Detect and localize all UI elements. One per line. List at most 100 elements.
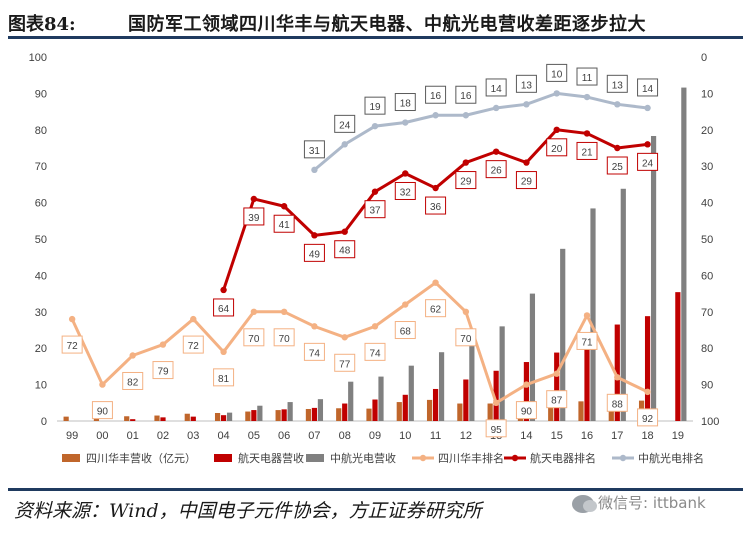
source-text: 资料来源：Wind，中国电子元件协会，方正证券研究所 — [14, 500, 482, 522]
legend-swatch-dot — [419, 454, 427, 462]
data-label-box — [515, 401, 537, 420]
series-point — [99, 381, 106, 388]
y-left-tick-label: 40 — [35, 270, 47, 282]
data-label: 64 — [218, 304, 230, 315]
data-label: 14 — [642, 84, 654, 95]
y-left-tick-label: 60 — [35, 198, 47, 210]
data-label: 77 — [339, 359, 351, 370]
x-tick-label: 06 — [278, 430, 290, 442]
data-label-box — [334, 353, 356, 372]
data-label: 29 — [460, 177, 472, 188]
data-label: 19 — [369, 102, 381, 113]
data-label: 70 — [460, 334, 472, 345]
bar — [438, 352, 445, 421]
series-point — [462, 112, 470, 119]
data-label-box — [243, 328, 265, 347]
bar — [681, 87, 687, 422]
data-label-box — [364, 200, 386, 219]
series-point — [371, 323, 379, 330]
series-point — [159, 341, 167, 348]
data-label-box — [455, 85, 477, 104]
data-label: 21 — [581, 147, 593, 158]
data-label-box — [637, 408, 659, 427]
data-label: 24 — [339, 120, 351, 131]
data-label: 24 — [642, 158, 654, 169]
data-label-box — [394, 181, 416, 200]
data-label-box — [394, 321, 416, 340]
y-right-tick-label: 90 — [701, 380, 713, 392]
bar — [432, 388, 439, 421]
data-label: 41 — [279, 220, 291, 231]
data-label: 62 — [430, 305, 442, 316]
series-point — [614, 144, 621, 152]
legend-label: 航天电器排名 — [530, 451, 596, 465]
data-label: 81 — [218, 374, 230, 385]
series-point — [432, 112, 439, 119]
bar — [220, 415, 227, 421]
series-point — [190, 315, 197, 323]
figure-label: 图表84: — [8, 14, 76, 35]
series-point — [583, 130, 591, 137]
x-tick-label: 07 — [308, 430, 320, 442]
data-label: 20 — [551, 144, 563, 155]
bar — [160, 417, 166, 421]
y-left-tick-label: 10 — [35, 380, 47, 392]
data-label-box — [213, 298, 235, 317]
x-tick-label: 00 — [96, 430, 108, 442]
series-point — [68, 315, 76, 323]
series-point — [492, 148, 500, 155]
data-label: 25 — [612, 162, 624, 173]
series-point — [311, 232, 318, 239]
y-right-tick-label: 60 — [701, 270, 713, 282]
x-tick-label: 01 — [127, 430, 139, 442]
series-point — [583, 312, 591, 319]
data-label-box — [273, 214, 295, 233]
data-label: 72 — [67, 341, 79, 352]
bar — [548, 401, 554, 421]
series-point — [644, 104, 651, 112]
data-label: 74 — [369, 348, 381, 359]
legend-swatch-dot — [619, 454, 627, 462]
data-label: 92 — [642, 414, 654, 425]
data-label-box — [243, 207, 265, 226]
legend-label: 中航光电营收 — [330, 451, 396, 465]
bar — [620, 188, 626, 421]
data-label-box — [576, 141, 598, 160]
series-point — [462, 308, 470, 315]
x-tick-label: 99 — [66, 430, 78, 442]
bar — [426, 399, 433, 421]
bar — [560, 248, 566, 421]
data-label: 90 — [521, 407, 533, 418]
data-label-box — [515, 171, 537, 190]
x-tick-label: 15 — [551, 430, 563, 442]
bar — [378, 376, 384, 421]
x-tick-label: 09 — [369, 430, 381, 442]
series-point — [492, 399, 500, 406]
series-point — [129, 352, 136, 359]
figure-title: 国防军工领域四川华丰与航天电器、中航光电营收差距逐步拉大 — [128, 14, 646, 35]
data-label-box — [182, 335, 204, 354]
bar — [317, 399, 324, 421]
legend-label: 航天电器营收 — [238, 451, 304, 465]
x-tick-label: 05 — [248, 430, 260, 442]
y-left-tick-label: 30 — [35, 307, 47, 319]
data-label-box — [273, 328, 295, 347]
watermark: 微信号: ittbank — [572, 492, 706, 513]
data-label: 13 — [521, 80, 533, 91]
series-point — [311, 166, 318, 174]
bar — [366, 408, 372, 421]
bar — [311, 407, 318, 421]
x-tick-label: 16 — [581, 430, 593, 442]
data-label-box — [364, 342, 386, 361]
data-label-box — [546, 63, 568, 82]
y-left-tick-label: 100 — [29, 52, 47, 64]
bar — [336, 408, 342, 421]
x-tick-label: 18 — [641, 430, 653, 442]
y-left-tick-label: 0 — [41, 416, 47, 428]
series-line — [313, 91, 648, 171]
data-label: 48 — [339, 246, 351, 257]
data-label: 79 — [157, 367, 169, 378]
series-point — [614, 374, 621, 381]
bar — [590, 208, 596, 421]
